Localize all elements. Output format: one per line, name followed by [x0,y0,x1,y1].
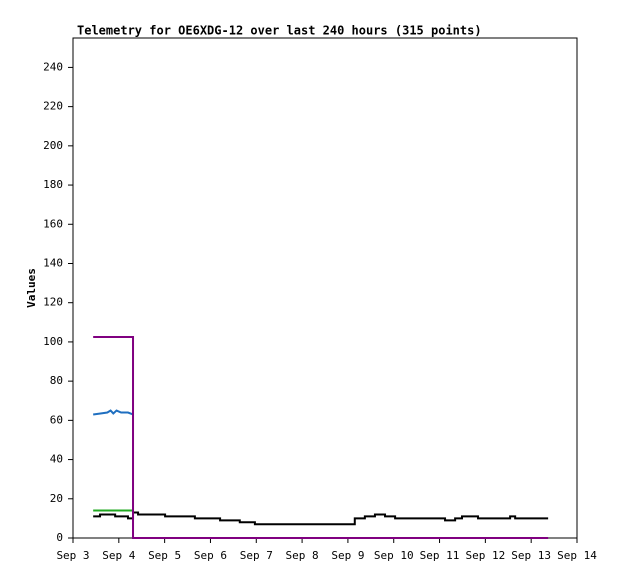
x-tick-label: Sep 3 [56,549,89,562]
x-tick-label: Sep 14 [557,549,597,562]
y-tick-label: 60 [50,413,63,426]
y-tick-label: 20 [50,492,63,505]
x-tick-label: Sep 4 [102,549,135,562]
y-tick-label: 40 [50,453,63,466]
x-tick-label: Sep 8 [286,549,319,562]
y-tick-label: 180 [43,178,63,191]
y-tick-label: 120 [43,296,63,309]
y-tick-label: 100 [43,335,63,348]
x-tick-label: Sep 6 [194,549,227,562]
x-tick-label: Sep 5 [148,549,181,562]
x-tick-label: Sep 12 [465,549,505,562]
y-tick-label: 0 [56,531,63,544]
y-tick-label: 220 [43,100,63,113]
x-tick-label: Sep 11 [420,549,460,562]
y-tick-label: 240 [43,60,63,73]
series-line [93,409,134,416]
y-tick-label: 200 [43,139,63,152]
y-axis-label: Values [25,268,38,308]
x-tick-label: Sep 10 [374,549,414,562]
chart-title: Telemetry for OE6XDG-12 over last 240 ho… [77,24,482,38]
y-tick-label: 80 [50,374,63,387]
series-line [93,336,549,539]
y-tick-label: 140 [43,256,63,269]
x-tick-label: Sep 9 [331,549,364,562]
x-tick-label: Sep 7 [240,549,273,562]
y-tick-label: 160 [43,217,63,230]
x-tick-label: Sep 13 [511,549,551,562]
